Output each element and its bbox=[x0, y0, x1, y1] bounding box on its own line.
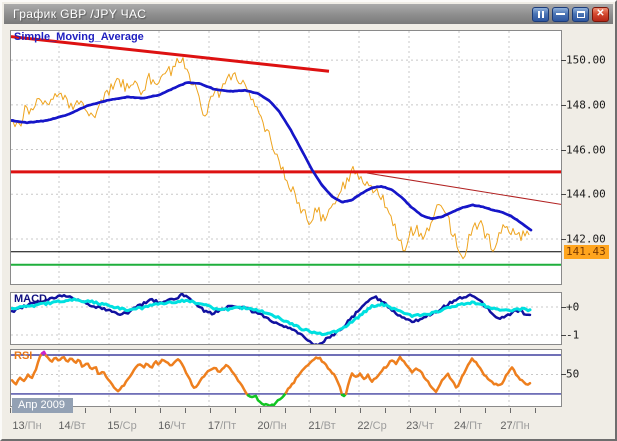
close-icon: ✕ bbox=[596, 8, 605, 19]
x-axis-tick bbox=[535, 408, 536, 413]
y-axis-label: 142.00 bbox=[566, 232, 606, 246]
price-chart-panel[interactable]: Simple_Moving_Average bbox=[10, 30, 562, 285]
x-axis-label: 14/Вт bbox=[58, 420, 86, 432]
x-axis-tick bbox=[460, 408, 461, 413]
x-axis-tick bbox=[85, 408, 86, 413]
x-axis-tick bbox=[260, 408, 261, 413]
macd-chart bbox=[11, 293, 561, 344]
y-axis-label: 50 bbox=[566, 367, 580, 381]
rsi-panel[interactable]: RSI bbox=[10, 349, 562, 407]
y-axis-tick bbox=[561, 374, 566, 376]
x-axis-tick bbox=[360, 408, 361, 413]
y-axis-tick bbox=[561, 194, 566, 196]
minimize-button[interactable] bbox=[552, 6, 569, 22]
x-axis-tick bbox=[285, 408, 286, 413]
window-buttons: ✕ bbox=[532, 6, 609, 22]
x-axis-tick bbox=[110, 408, 111, 413]
x-axis-tick bbox=[410, 408, 411, 413]
price-chart bbox=[11, 31, 561, 284]
title-bar[interactable]: График GBP /JPY ЧАС ✕ bbox=[4, 4, 613, 24]
window-title: График GBP /JPY ЧАС bbox=[13, 7, 147, 21]
x-axis-label: 17/Пт bbox=[207, 420, 237, 432]
macd-panel[interactable]: MACD bbox=[10, 292, 562, 345]
x-axis-tick bbox=[235, 408, 236, 413]
x-axis-label: 23/Чт bbox=[406, 420, 434, 432]
rsi-chart bbox=[11, 350, 561, 406]
y-axis-tick bbox=[561, 149, 566, 151]
x-axis-tick bbox=[510, 408, 511, 413]
pause-icon bbox=[537, 10, 544, 18]
y-axis-label: +0 bbox=[566, 300, 580, 314]
current-price-badge: 141.43 bbox=[564, 244, 609, 259]
y-axis-label: 146.00 bbox=[566, 143, 606, 157]
x-axis-label: 21/Вт bbox=[308, 420, 336, 432]
x-axis-tick bbox=[210, 408, 211, 413]
y-axis-label: 144.00 bbox=[566, 187, 606, 201]
x-axis-tick bbox=[310, 408, 311, 413]
x-axis-label: 16/Чт bbox=[158, 420, 186, 432]
x-axis-tick bbox=[160, 408, 161, 413]
sma-label: Simple_Moving_Average bbox=[14, 31, 144, 43]
y-axis-label: -1 bbox=[566, 328, 580, 342]
y-axis-tick bbox=[561, 104, 566, 106]
x-axis-label: 15/Ср bbox=[107, 420, 137, 432]
y-axis-tick bbox=[561, 335, 566, 337]
x-axis-tick bbox=[335, 408, 336, 413]
x-axis-tick bbox=[385, 408, 386, 413]
x-axis-label: 24/Пт bbox=[453, 420, 483, 432]
y-axis-label: 148.00 bbox=[566, 98, 606, 112]
period-badge: Апр 2009 bbox=[12, 398, 73, 413]
y-axis-label: 150.00 bbox=[566, 53, 606, 67]
x-axis-label: 22/Ср bbox=[357, 420, 387, 432]
y-axis-tick bbox=[561, 60, 566, 62]
pause-button[interactable] bbox=[532, 6, 549, 22]
x-axis-tick bbox=[435, 408, 436, 413]
x-axis-label: 27/Пн bbox=[500, 420, 530, 432]
rsi-label: RSI bbox=[14, 350, 33, 362]
x-axis-tick bbox=[485, 408, 486, 413]
close-button[interactable]: ✕ bbox=[592, 6, 609, 22]
x-axis-label: 13/Пн bbox=[12, 420, 42, 432]
x-axis-tick bbox=[185, 408, 186, 413]
y-axis-tick bbox=[561, 307, 566, 308]
y-axis-tick bbox=[561, 239, 566, 241]
maximize-icon bbox=[576, 10, 585, 18]
x-axis-label: 20/Пн bbox=[257, 420, 287, 432]
minimize-icon bbox=[556, 13, 565, 15]
x-axis-tick bbox=[135, 408, 136, 413]
macd-label: MACD bbox=[14, 293, 47, 305]
maximize-button[interactable] bbox=[572, 6, 589, 22]
x-axis-tick bbox=[10, 408, 11, 413]
